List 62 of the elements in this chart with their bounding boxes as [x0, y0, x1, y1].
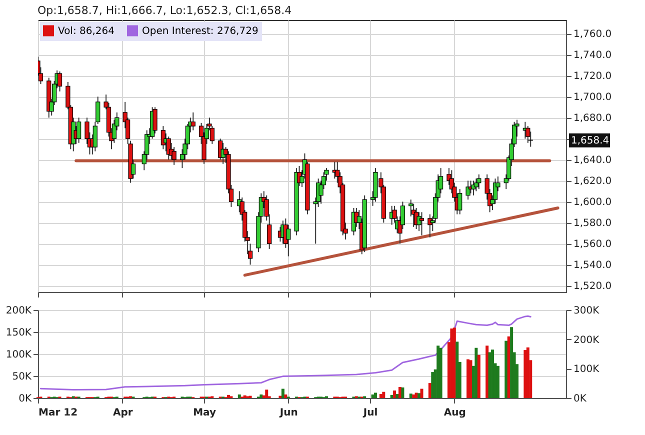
y-tick-label: 1,640.0: [574, 155, 612, 166]
bar: [486, 346, 489, 398]
bar: [284, 394, 288, 398]
bar: [469, 360, 472, 398]
bar: [238, 394, 241, 398]
y-tick-label: 0K: [18, 394, 32, 404]
bar: [477, 354, 480, 398]
y-tick-label: 1,740.0: [574, 50, 612, 62]
candlestick: [286, 224, 291, 257]
candlestick: [96, 96, 100, 124]
y-tick-label: 200K: [6, 306, 32, 316]
bar: [510, 327, 514, 398]
y-tick-label: 1,600.0: [574, 197, 612, 208]
bar: [496, 366, 500, 398]
candlestick: [190, 112, 196, 131]
bar: [418, 393, 421, 398]
text: 1,658.4: [571, 135, 610, 146]
y-tick-label: 150K: [6, 328, 32, 338]
y-tick-label: 50K: [12, 372, 32, 382]
chart-title: Op:1,658.7, Hi:1,666.7, Lo:1,652.3, Cl:1,658.4: [38, 4, 292, 17]
candlestick: [92, 121, 98, 152]
candlestick: [172, 146, 176, 166]
y-tick-label: 1,520.0: [574, 281, 612, 292]
legend-label: Open Interest: 276,729: [142, 26, 258, 37]
bar: [456, 342, 459, 398]
bar: [393, 390, 396, 398]
bar: [439, 348, 442, 398]
y-tick-label: 100K: [6, 350, 32, 360]
x-tick-label: Aug: [444, 408, 466, 418]
bar: [412, 394, 416, 398]
bar: [504, 340, 508, 398]
x-tick-label: May: [193, 408, 216, 418]
bar: [431, 372, 434, 398]
candlestick: [476, 174, 482, 190]
y-tick-label: 1,560.0: [574, 239, 612, 250]
bar: [281, 388, 284, 398]
line-series: [40, 315, 532, 391]
x-tick-label: Apr: [112, 408, 133, 418]
y-tick-label: 1,580.0: [574, 218, 612, 230]
bar: [374, 392, 377, 398]
bar: [436, 346, 440, 398]
bar: [401, 387, 404, 398]
bar: [524, 350, 527, 398]
candlestick: [474, 178, 478, 192]
candlestick: [416, 212, 422, 232]
x-tick-label: Jun: [278, 408, 298, 418]
y-tick-label: 1,700.0: [574, 92, 612, 104]
bar: [265, 390, 268, 398]
bar: [474, 348, 478, 398]
legend-label: Vol: 86,264: [58, 26, 114, 37]
y-tick-label: 1,680.0: [574, 113, 612, 124]
x-tick-label: Mar 12: [38, 408, 78, 418]
bar: [382, 392, 386, 398]
y-tick-label: 1,620.0: [574, 176, 612, 188]
x-tick-label: Jul: [362, 408, 378, 418]
candlestick: [526, 126, 530, 144]
bar: [420, 388, 424, 398]
y-tick-label: 1,720.0: [574, 71, 612, 82]
y2-tick-label: 300K: [574, 306, 600, 316]
bar: [260, 394, 263, 398]
y-tick-label: 1,760.0: [574, 29, 612, 40]
y-tick-label: 1,540.0: [574, 260, 612, 272]
